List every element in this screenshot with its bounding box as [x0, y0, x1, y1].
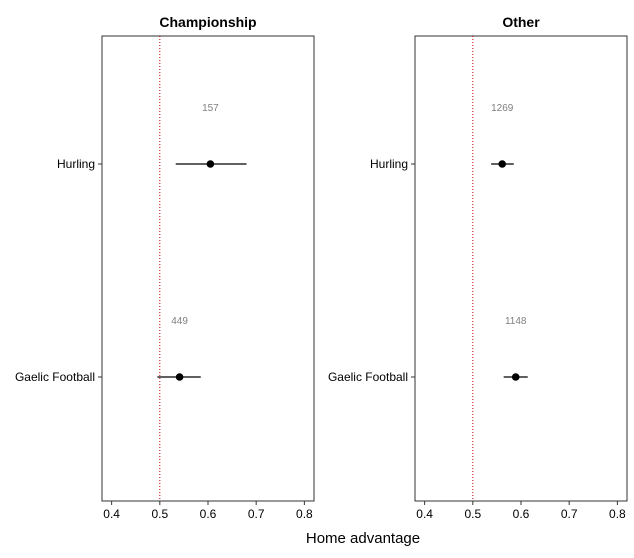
- facet-panel-1: Championship 0.4 0.5 0.6 0.7 0.8 Hurling Gaelic…: [15, 14, 315, 521]
- y-category-label: Gaelic Football: [15, 370, 95, 384]
- x-tick-label: 0.6: [513, 507, 530, 521]
- x-tick-label: 0.8: [296, 507, 313, 521]
- y-category-label: Gaelic Football: [328, 370, 408, 384]
- x-tick-label: 0.8: [609, 507, 626, 521]
- x-tick-label: 0.7: [248, 507, 265, 521]
- y-category-label: Hurling: [370, 157, 408, 171]
- facet-title: Other: [502, 14, 540, 30]
- sample-size-label: 1269: [491, 103, 514, 114]
- x-tick-label: 0.5: [151, 507, 168, 521]
- sample-size-label: 449: [171, 316, 188, 327]
- estimate-point: [498, 160, 507, 168]
- x-tick-label: 0.6: [200, 507, 217, 521]
- x-tick-label: 0.4: [416, 507, 433, 521]
- x-tick-label: 0.7: [561, 507, 578, 521]
- estimate-point: [175, 373, 184, 381]
- facet-title: Championship: [159, 14, 256, 30]
- estimate-point: [511, 373, 520, 381]
- facet-panel-2: Other 0.4 0.5 0.6 0.7 0.8 Hurling Gaelic Footba…: [328, 14, 628, 521]
- x-tick-label: 0.4: [103, 507, 120, 521]
- estimate-point: [206, 160, 215, 168]
- x-axis-title: Home advantage: [306, 530, 420, 547]
- sample-size-label: 157: [202, 103, 219, 114]
- y-category-label: Hurling: [57, 157, 95, 171]
- x-tick-label: 0.5: [464, 507, 481, 521]
- sample-size-label: 1148: [505, 316, 527, 327]
- panel-border: [101, 35, 315, 502]
- panel-border: [414, 35, 628, 502]
